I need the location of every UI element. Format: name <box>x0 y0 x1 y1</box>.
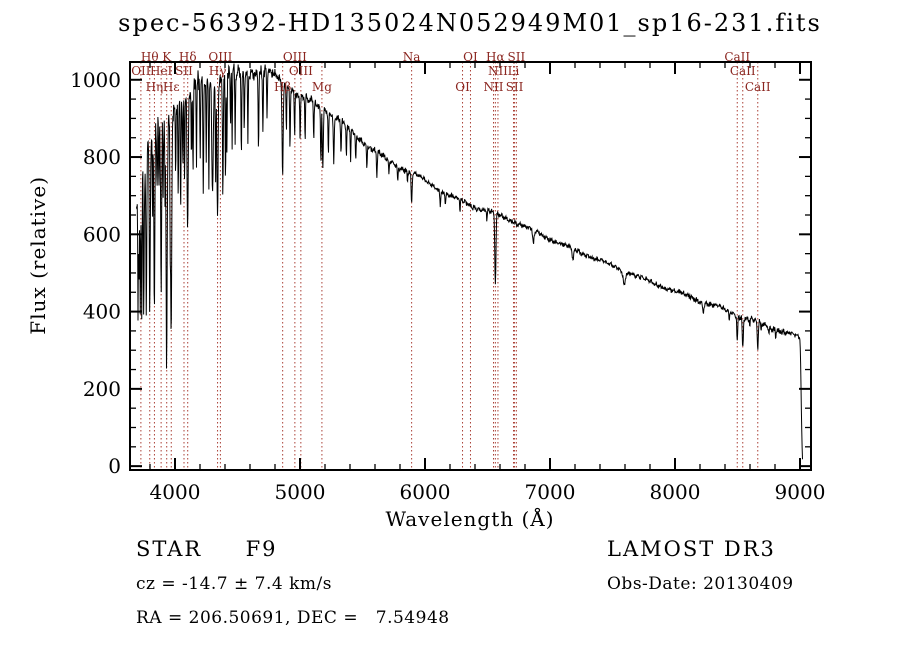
x-tick-label: 4000 <box>150 480 201 504</box>
axis-box <box>129 61 812 471</box>
x-tick-label: 7000 <box>525 480 576 504</box>
x-tick-label: 8000 <box>650 480 701 504</box>
y-tick-label: 400 <box>83 300 121 324</box>
plot-title: spec-56392-HD135024N052949M01_sp16-231.f… <box>118 9 822 37</box>
y-tick-label: 800 <box>83 145 121 169</box>
spectrum-path <box>136 63 803 460</box>
y-tick-label: 200 <box>83 377 121 401</box>
y-tick-label: 600 <box>83 222 121 246</box>
x-tick-label: 6000 <box>400 480 451 504</box>
x-tick-label: 5000 <box>275 480 326 504</box>
object-class-text: STAR F9 <box>136 537 278 561</box>
ra-dec-text: RA = 206.50691, DEC = 7.54948 <box>136 608 450 628</box>
obs-date-text: Obs-Date: 20130409 <box>607 574 794 594</box>
radial-velocity-text: cz = -14.7 ± 7.4 km/s <box>136 574 332 594</box>
survey-release-text: LAMOST DR3 <box>607 537 776 561</box>
x-axis-label: Wavelength (Å) <box>385 507 555 531</box>
y-tick-label: 1000 <box>70 68 121 92</box>
y-tick-label: 0 <box>108 454 121 478</box>
x-tick-label: 9000 <box>775 480 826 504</box>
